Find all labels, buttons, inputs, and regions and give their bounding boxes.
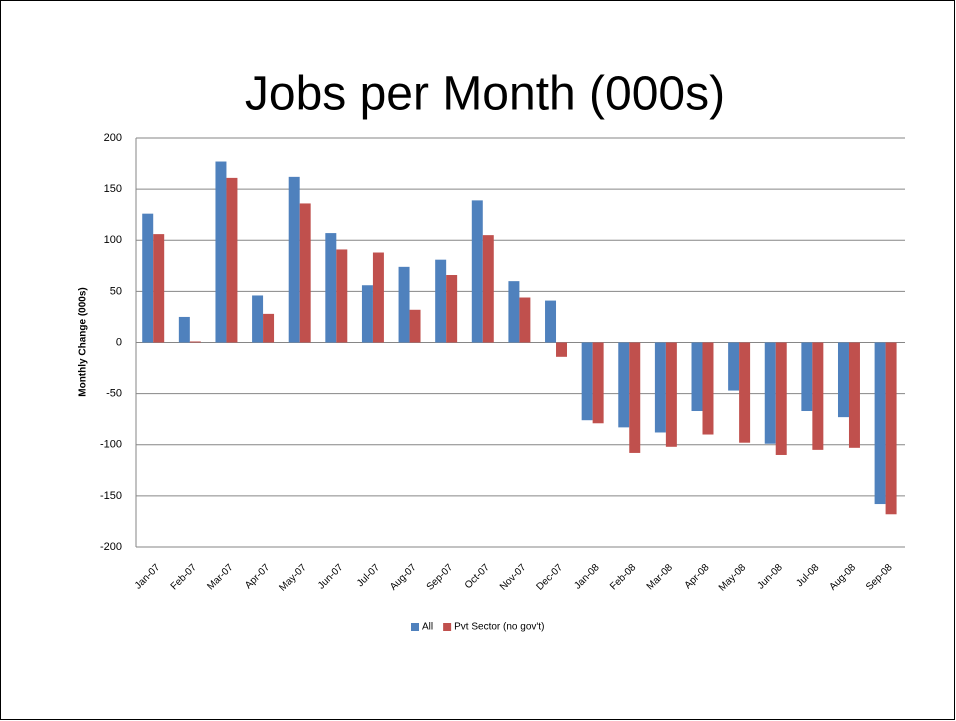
bar — [142, 213, 154, 343]
y-tick-label: -200 — [100, 541, 122, 553]
legend-label: Pvt Sector (no gov't) — [454, 622, 544, 633]
bar — [336, 249, 348, 343]
legend-label: All — [422, 622, 433, 633]
bar — [435, 259, 447, 343]
y-tick-label: -50 — [106, 388, 122, 400]
bar — [153, 234, 165, 343]
y-tick-label: 200 — [104, 132, 122, 144]
bar — [446, 275, 458, 343]
bar — [885, 342, 897, 515]
y-axis-label: Monthly Change (000s) — [78, 287, 89, 396]
bar — [263, 313, 275, 343]
bar — [545, 300, 557, 343]
y-tick-label: -150 — [100, 490, 122, 502]
bar — [801, 342, 813, 412]
bar — [252, 295, 264, 343]
bar — [691, 342, 703, 412]
bar — [508, 281, 520, 343]
bar — [226, 177, 238, 343]
bar — [764, 342, 776, 444]
bar — [581, 342, 593, 421]
bar — [874, 342, 886, 505]
bar — [728, 342, 740, 391]
bar — [398, 266, 410, 343]
bar — [299, 203, 311, 343]
y-tick-label: -100 — [100, 439, 122, 451]
bar — [361, 285, 373, 343]
bar — [556, 342, 568, 357]
bar — [702, 342, 714, 435]
bar — [665, 342, 677, 447]
y-tick-label: 50 — [110, 285, 122, 297]
bar — [592, 342, 604, 424]
bar — [471, 200, 483, 343]
y-tick-label: 0 — [116, 336, 122, 348]
bar — [288, 176, 300, 343]
bar — [189, 341, 201, 343]
bar — [618, 342, 630, 428]
legend-swatch — [443, 623, 452, 631]
bar — [848, 342, 860, 448]
bar — [739, 342, 751, 443]
bar — [775, 342, 787, 455]
bar — [325, 233, 337, 343]
legend-swatch — [411, 623, 419, 631]
bar — [812, 342, 824, 450]
chart-title: Jobs per Month (000s) — [245, 68, 725, 121]
bar — [372, 252, 384, 343]
bar — [178, 316, 190, 343]
bar — [629, 342, 641, 453]
y-tick-label: 100 — [104, 234, 122, 246]
bar — [654, 342, 666, 433]
y-tick-label: 150 — [104, 183, 122, 195]
bar — [215, 161, 227, 343]
bar — [519, 297, 531, 343]
bar — [482, 235, 494, 343]
bar — [409, 309, 421, 343]
bar — [837, 342, 849, 418]
